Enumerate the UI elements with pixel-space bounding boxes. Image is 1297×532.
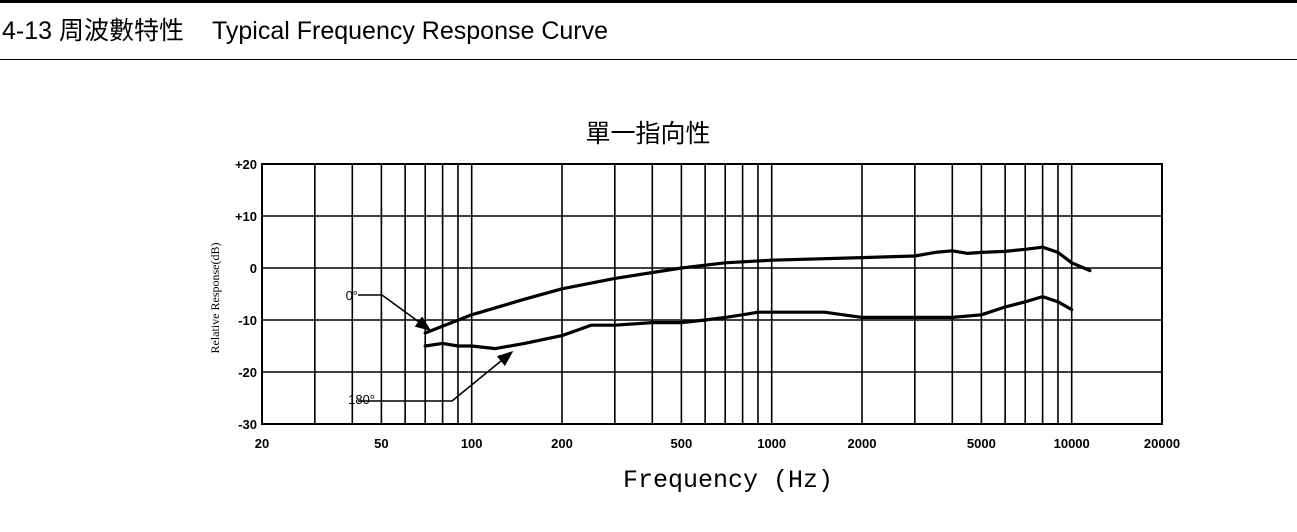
x-tick-label: 500 — [671, 436, 693, 451]
y-tick-label: 0 — [250, 261, 257, 276]
x-tick-label: 5000 — [967, 436, 996, 451]
series-lines — [423, 245, 1092, 351]
plot-frame — [261, 163, 1163, 425]
y-tick-label: +10 — [235, 209, 257, 224]
series-line-0deg — [423, 245, 1092, 335]
header-bottom-rule — [0, 59, 1297, 60]
annotations: 0° 180° — [346, 288, 514, 407]
y-tick-label: +20 — [235, 157, 257, 172]
series-line-180deg — [423, 295, 1074, 351]
x-tick-labels: 20 50 100 200 500 1000 2000 5000 10000 20000 — [255, 436, 1180, 451]
header-top-rule — [0, 0, 1297, 3]
x-tick-label: 20 — [255, 436, 269, 451]
annotation-label-180deg: 180° — [348, 392, 375, 407]
y-axis-label: Relative Response(dB) — [208, 243, 222, 354]
annotation-label-0deg: 0° — [346, 288, 358, 303]
horizontal-gridlines — [262, 163, 1162, 425]
chart-title: 單一指向性 — [585, 119, 710, 148]
y-tick-labels: +20 +10 0 -10 -20 -30 — [235, 157, 257, 432]
x-tick-label: 100 — [461, 436, 483, 451]
section-heading: 4-13 周波數特性 Typical Frequency Response Cur… — [2, 11, 608, 47]
annotation-leader-0deg — [358, 294, 432, 331]
y-tick-label: -30 — [238, 417, 257, 432]
x-tick-label: 20000 — [1144, 436, 1180, 451]
section-title-zh: 4-13 周波數特性 — [2, 17, 184, 45]
x-axis-label: Frequency (Hz) — [623, 466, 833, 495]
y-tick-label: -20 — [238, 365, 257, 380]
x-tick-label: 1000 — [757, 436, 786, 451]
x-tick-label: 200 — [551, 436, 573, 451]
y-tick-label: -10 — [238, 313, 257, 328]
x-tick-label: 50 — [374, 436, 388, 451]
annotation-leader-180deg — [358, 350, 514, 402]
section-title-en: Typical Frequency Response Curve — [211, 17, 609, 45]
x-tick-label: 2000 — [848, 436, 877, 451]
vertical-gridlines — [261, 164, 1163, 424]
x-tick-label: 10000 — [1054, 436, 1090, 451]
